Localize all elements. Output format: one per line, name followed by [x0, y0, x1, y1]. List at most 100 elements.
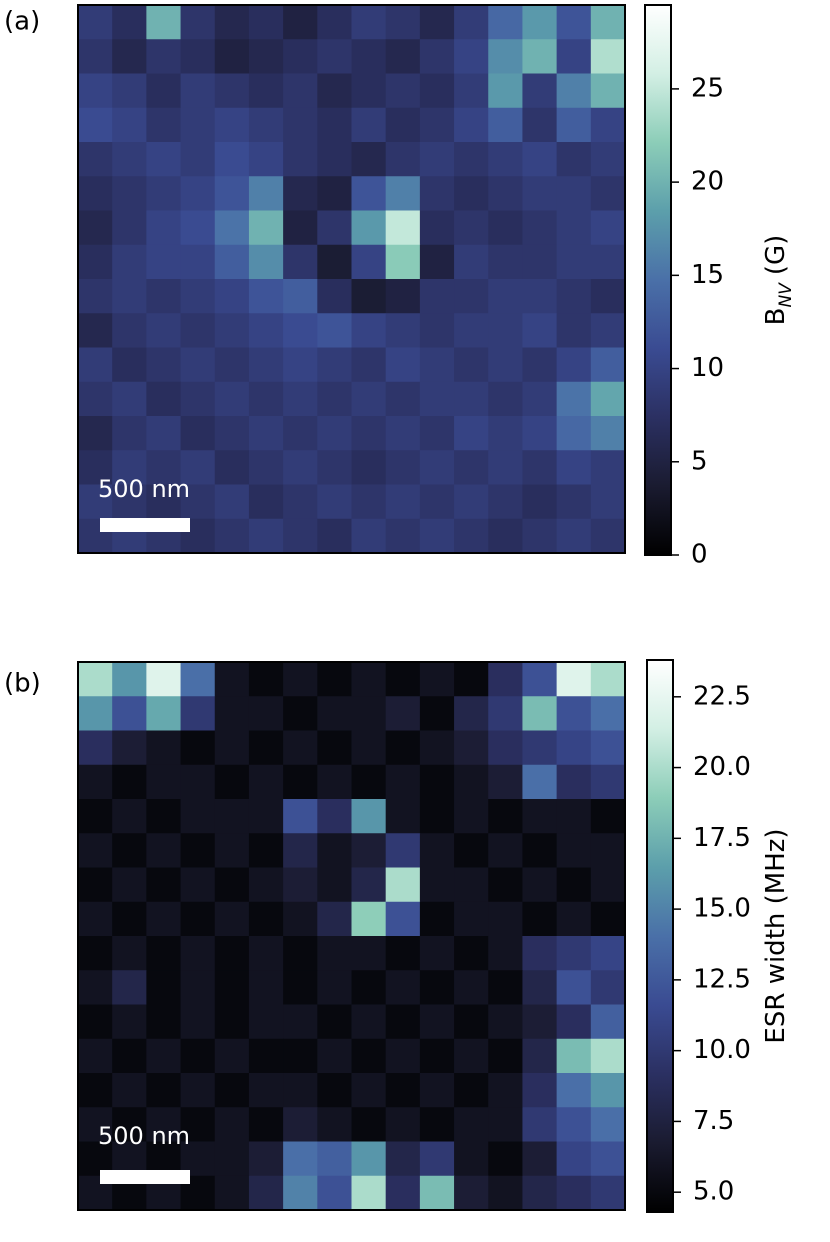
heatmap-cell	[419, 210, 455, 246]
heatmap-cell	[283, 936, 318, 971]
heatmap-cell	[351, 1107, 387, 1142]
heatmap-cell	[454, 107, 489, 143]
heatmap-cell	[214, 210, 250, 246]
heatmap-cell	[283, 210, 318, 246]
heatmap-cell	[317, 1004, 352, 1040]
heatmap-cell	[419, 381, 455, 417]
heatmap-cell	[522, 313, 558, 348]
heatmap-cell	[522, 970, 558, 1005]
colorbar-tick-label: 5	[691, 446, 708, 476]
heatmap-cell	[214, 484, 250, 520]
heatmap-cell	[180, 176, 216, 211]
heatmap-cell	[248, 107, 284, 143]
heatmap-cell	[317, 936, 352, 971]
heatmap-cell	[590, 142, 626, 177]
heatmap-cell	[522, 696, 558, 731]
heatmap-cell	[78, 1073, 113, 1108]
heatmap-cell	[351, 107, 387, 143]
heatmap-cell	[419, 1038, 455, 1074]
heatmap-cell	[419, 1175, 455, 1211]
heatmap-cell	[419, 73, 455, 109]
heatmap-cell	[590, 1004, 626, 1040]
heatmap-cell	[385, 730, 421, 766]
heatmap-cell	[146, 1004, 182, 1040]
heatmap-cell	[488, 73, 523, 109]
heatmap-cell	[488, 416, 523, 451]
heatmap-cell	[522, 1073, 558, 1108]
heatmap-cell	[488, 730, 523, 766]
heatmap-cell	[419, 518, 455, 554]
heatmap-cell	[112, 1073, 147, 1108]
heatmap-cell	[454, 970, 489, 1005]
heatmap-cell	[317, 518, 352, 554]
image-frame	[77, 661, 626, 1211]
heatmap-cell	[214, 416, 250, 451]
heatmap-cell	[78, 662, 113, 697]
heatmap-cell	[214, 730, 250, 766]
heatmap-cell	[556, 1038, 592, 1074]
heatmap-cell	[522, 662, 558, 697]
heatmap-cell	[146, 210, 182, 246]
heatmap-cell	[454, 730, 489, 766]
heatmap-cell	[556, 416, 592, 451]
heatmap-cell	[180, 867, 216, 903]
heatmap-cell	[590, 1175, 626, 1211]
heatmap-cell	[556, 1107, 592, 1142]
heatmap-cell	[214, 799, 250, 834]
heatmap-cell	[180, 279, 216, 314]
heatmap-cell	[180, 764, 216, 800]
heatmap-cell	[556, 970, 592, 1005]
heatmap-cell	[590, 279, 626, 314]
heatmap-cell	[146, 901, 182, 937]
heatmap-cell	[317, 450, 352, 485]
colorbar-label: BNV (G)	[761, 235, 797, 326]
heatmap-cell	[556, 107, 592, 143]
heatmap-cell	[419, 936, 455, 971]
heatmap-cell	[419, 484, 455, 520]
heatmap-cell	[214, 662, 250, 697]
heatmap-cell	[488, 313, 523, 348]
heatmap-cell	[248, 1107, 284, 1142]
heatmap-cell	[385, 5, 421, 40]
heatmap-cell	[590, 381, 626, 417]
heatmap-cell	[385, 799, 421, 834]
heatmap-cell	[214, 1175, 250, 1211]
heatmap-cell	[248, 1073, 284, 1108]
heatmap-cell	[454, 416, 489, 451]
heatmap-cell	[146, 347, 182, 383]
heatmap-cell	[112, 484, 147, 520]
heatmap-cell	[488, 901, 523, 937]
heatmap-cell	[385, 107, 421, 143]
heatmap-cell	[556, 730, 592, 766]
heatmap-cell	[385, 662, 421, 697]
heatmap-cell	[590, 73, 626, 109]
image-frame	[77, 4, 626, 554]
heatmap-cell	[556, 5, 592, 40]
heatmap-cell	[214, 279, 250, 314]
panel-label: (b)	[4, 669, 41, 699]
heatmap-cell	[454, 279, 489, 314]
heatmap-cell	[522, 210, 558, 246]
heatmap-cell	[522, 142, 558, 177]
heatmap-cell	[419, 970, 455, 1005]
heatmap-cell	[590, 833, 626, 868]
heatmap-cell	[488, 279, 523, 314]
heatmap-cell	[488, 484, 523, 520]
colorbar-tick-label: 25	[691, 73, 724, 103]
heatmap-cell	[214, 970, 250, 1005]
heatmap-cell	[556, 279, 592, 314]
heatmap-cell	[488, 1175, 523, 1211]
heatmap-cell	[248, 518, 284, 554]
heatmap-cell	[556, 1175, 592, 1211]
heatmap-cell	[283, 901, 318, 937]
heatmap-cell	[351, 696, 387, 731]
heatmap-cell	[385, 518, 421, 554]
heatmap-cell	[248, 1175, 284, 1211]
heatmap-cell	[180, 936, 216, 971]
colorbar	[644, 4, 672, 556]
heatmap-cell	[488, 5, 523, 40]
heatmap-cell	[112, 696, 147, 731]
heatmap-cell	[556, 867, 592, 903]
heatmap-cell	[78, 484, 113, 520]
heatmap-cell	[248, 416, 284, 451]
